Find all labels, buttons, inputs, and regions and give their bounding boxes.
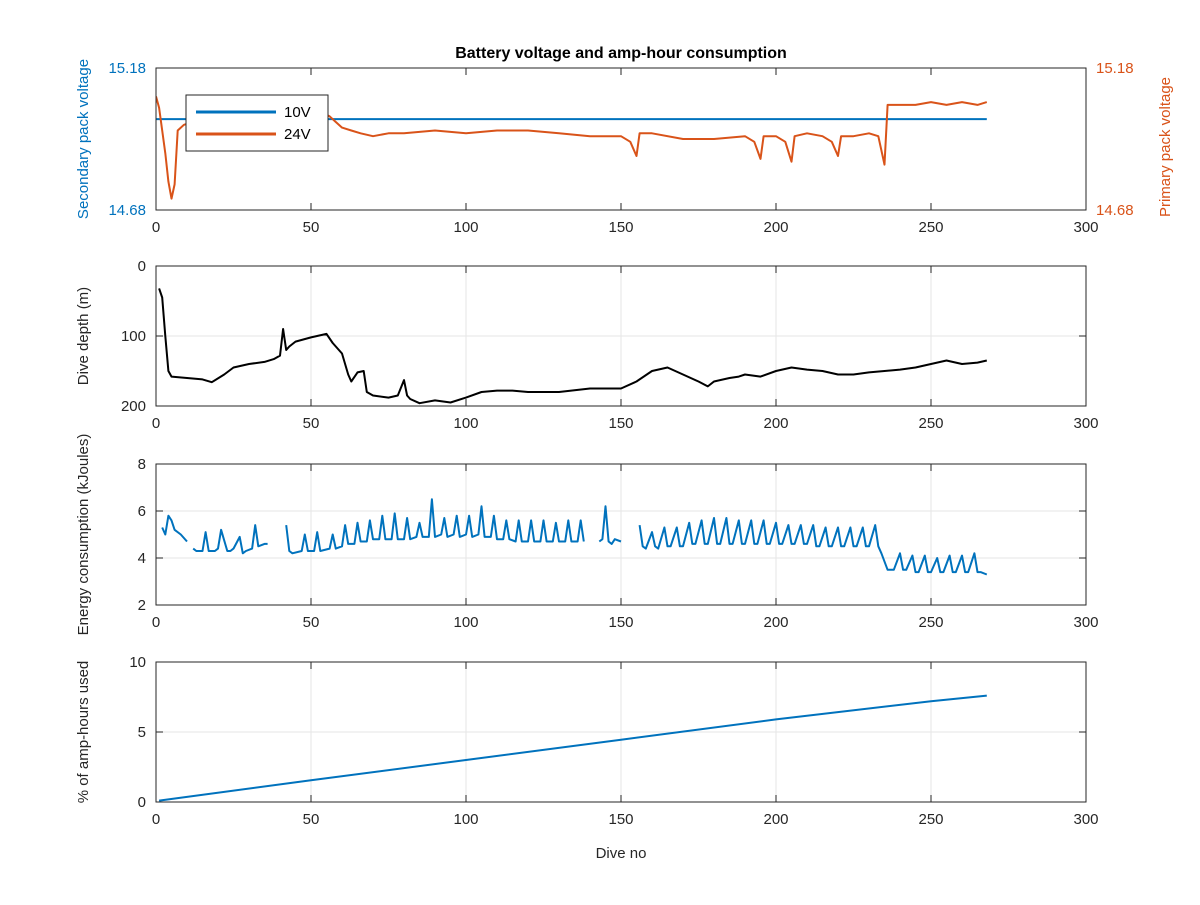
x-tick-label: 300 xyxy=(1073,415,1098,432)
legend-label-10V: 10V xyxy=(284,104,311,121)
x-tick-label: 200 xyxy=(763,614,788,631)
x-tick-label: 0 xyxy=(152,614,160,631)
y-tick-label: 100 xyxy=(121,328,146,345)
x-tick-label: 300 xyxy=(1073,811,1098,828)
chart-panel-1: 0 50 100 150 200 250 30014.6815.1814.6815.18Ba… xyxy=(75,45,1174,236)
x-tick-label: 50 xyxy=(303,811,320,828)
x-tick-label: 50 xyxy=(303,219,320,236)
y-tick-label: 2 xyxy=(138,597,146,614)
y-tick-label: 8 xyxy=(138,456,146,473)
x-tick-label: 150 xyxy=(608,811,633,828)
x-tick-label: 0 xyxy=(152,415,160,432)
y-tick-label: 6 xyxy=(138,503,146,520)
x-tick-label: 150 xyxy=(608,219,633,236)
series-line-segment-2 xyxy=(192,524,268,555)
x-tick-label: 200 xyxy=(763,811,788,828)
x-tick-label: 250 xyxy=(918,614,943,631)
y-tick-label: 10 xyxy=(129,654,146,671)
y-tick-label: 14.68 xyxy=(108,202,146,219)
series-line-segment-1 xyxy=(161,514,188,543)
series-line xyxy=(158,288,988,405)
y-tick-label: 0 xyxy=(138,794,146,811)
series-line-segment-5 xyxy=(638,517,988,576)
x-tick-label: 0 xyxy=(152,219,160,236)
x-tick-label: 150 xyxy=(608,614,633,631)
y2-tick-label: 15.18 xyxy=(1096,60,1134,77)
x-tick-label: 100 xyxy=(453,614,478,631)
x-axis-label: Dive no xyxy=(596,845,647,862)
series-line-segment-3 xyxy=(285,498,585,555)
y-tick-label: 15.18 xyxy=(108,60,146,77)
x-tick-label: 100 xyxy=(453,219,478,236)
x-tick-label: 300 xyxy=(1073,219,1098,236)
series-line xyxy=(158,694,987,802)
legend-label-24V: 24V xyxy=(284,126,311,143)
x-tick-label: 50 xyxy=(303,415,320,432)
x-tick-label: 200 xyxy=(763,415,788,432)
y-tick-label: 0 xyxy=(138,258,146,275)
y-axis-label: Dive depth (m) xyxy=(75,287,92,385)
x-tick-label: 150 xyxy=(608,415,633,432)
x-tick-label: 250 xyxy=(918,219,943,236)
legend-box xyxy=(185,94,329,152)
chart-title: Battery voltage and amp-hour consumption xyxy=(455,45,787,62)
y-tick-label: 4 xyxy=(138,550,146,567)
chart-panel-2: 0 50 100 150 200 250 300 0 100 200 Dive depth (m) xyxy=(75,258,1099,432)
x-tick-label: 250 xyxy=(918,811,943,828)
series-line-segment-4 xyxy=(598,505,622,545)
y-tick-label: 5 xyxy=(138,724,146,741)
y2-axis-label: Primary pack voltage xyxy=(1157,77,1174,217)
x-tick-label: 100 xyxy=(453,415,478,432)
chart-panel-4: 0 50 100 150 200 250 300 0 5 10 % of amp-hours use… xyxy=(75,654,1099,862)
y-axis-label: Secondary pack voltage xyxy=(75,59,92,219)
y-axis-label: Energy consumption (kJoules) xyxy=(75,434,92,636)
x-tick-label: 200 xyxy=(763,219,788,236)
x-tick-label: 100 xyxy=(453,811,478,828)
x-tick-label: 50 xyxy=(303,614,320,631)
chart-panel-3: 0 50 100 150 200 250 300 2 4 6 8 Energy consumption… xyxy=(75,434,1099,636)
x-tick-label: 300 xyxy=(1073,614,1098,631)
x-tick-label: 250 xyxy=(918,415,943,432)
y2-tick-label: 14.68 xyxy=(1096,202,1134,219)
x-tick-label: 0 xyxy=(152,811,160,828)
y-axis-label: % of amp-hours used xyxy=(75,661,92,804)
y-tick-label: 200 xyxy=(121,398,146,415)
